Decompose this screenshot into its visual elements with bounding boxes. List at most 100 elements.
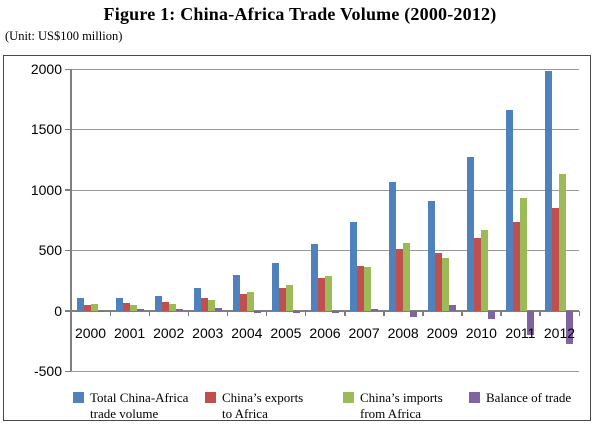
legend-swatch-imports xyxy=(343,392,354,403)
y-axis-label: 0 xyxy=(54,302,62,319)
bar-total-2000 xyxy=(76,297,84,311)
gridline-1000 xyxy=(71,189,579,191)
x-axis-label-2002: 2002 xyxy=(153,324,185,341)
bar-exports-2010 xyxy=(474,238,482,311)
legend-entry-exports: China’s exports to Africa xyxy=(205,390,303,422)
x-axis-tick xyxy=(304,310,307,316)
bar-imports-2002 xyxy=(168,304,176,311)
bar-imports-2005 xyxy=(285,285,293,311)
x-axis-tick xyxy=(265,310,268,316)
x-axis-label-2007: 2007 xyxy=(348,324,380,341)
bar-exports-2000 xyxy=(83,304,91,311)
bar-balance-2001 xyxy=(136,309,144,311)
bar-imports-2007 xyxy=(364,266,372,311)
bar-exports-2002 xyxy=(161,302,169,311)
x-axis-label-2000: 2000 xyxy=(74,324,107,341)
x-axis-tick xyxy=(578,310,580,316)
figure-title: Figure 1: China-Africa Trade Volume (200… xyxy=(103,4,497,24)
bar-imports-2008 xyxy=(403,242,411,311)
bar-imports-2009 xyxy=(442,258,450,311)
legend-entry-total: Total China-Africa trade volume xyxy=(73,390,188,422)
x-axis-tick xyxy=(187,310,190,316)
legend-entry-imports: China’s imports from Africa xyxy=(343,390,443,422)
bar-total-2005 xyxy=(271,262,279,311)
bar-exports-2004 xyxy=(239,293,247,311)
x-axis-tick xyxy=(109,310,112,316)
unit-note: (Unit: US$100 million) xyxy=(5,29,123,43)
bar-total-2011 xyxy=(506,109,514,311)
bar-imports-2011 xyxy=(520,198,528,311)
bar-total-2007 xyxy=(350,221,358,311)
bar-exports-2001 xyxy=(122,303,130,311)
bar-balance-2004 xyxy=(253,310,261,313)
x-axis-label-2003: 2003 xyxy=(192,324,224,341)
y-axis-tick xyxy=(65,370,71,372)
x-axis-label-2011: 2011 xyxy=(505,324,536,341)
y-axis-label: -500 xyxy=(33,363,62,379)
bar-imports-2010 xyxy=(481,229,489,311)
chart-area: 2000 1500 1000 500 0 -500 2000 2001 2002 2003 2004… xyxy=(3,55,591,421)
y-axis-tick xyxy=(65,68,71,70)
x-axis-tick xyxy=(461,310,463,316)
bar-balance-2002 xyxy=(175,308,183,311)
bar-imports-2006 xyxy=(325,275,332,311)
y-axis-label: 1500 xyxy=(30,121,62,138)
x-axis-label-2010: 2010 xyxy=(465,324,497,341)
bar-total-2010 xyxy=(467,157,475,311)
bar-balance-2006 xyxy=(332,310,339,314)
bar-balance-2007 xyxy=(371,309,379,311)
x-axis-label-2004: 2004 xyxy=(231,324,263,341)
x-axis-label-2001: 2001 xyxy=(114,324,146,341)
legend-swatch-balance xyxy=(469,392,480,403)
y-axis-label: 1000 xyxy=(30,181,62,198)
bar-imports-2003 xyxy=(207,300,215,311)
bar-exports-2005 xyxy=(278,288,286,311)
y-axis-tick xyxy=(65,310,71,312)
bar-balance-2008 xyxy=(410,310,418,317)
x-axis-tick xyxy=(148,310,151,316)
bar-total-2008 xyxy=(389,181,397,311)
bar-imports-2012 xyxy=(559,173,567,311)
legend-swatch-total xyxy=(73,392,84,403)
x-axis-line xyxy=(71,309,579,312)
bar-exports-2011 xyxy=(513,222,521,311)
bar-imports-2001 xyxy=(129,304,137,311)
x-axis-label-2009: 2009 xyxy=(426,324,458,341)
gridline--500 xyxy=(71,371,579,372)
gridline-1500 xyxy=(71,129,579,131)
bar-balance-2010 xyxy=(488,310,496,320)
bar-exports-2006 xyxy=(318,278,325,311)
bar-imports-2000 xyxy=(90,303,98,311)
bar-total-2006 xyxy=(311,243,318,311)
legend-label-exports: China’s exports to Africa xyxy=(222,390,304,421)
bar-total-2001 xyxy=(115,297,123,311)
y-axis-label: 2000 xyxy=(30,61,62,77)
x-axis-tick xyxy=(539,310,541,316)
gridline-2000 xyxy=(71,69,579,70)
bar-exports-2003 xyxy=(200,298,208,311)
bar-imports-2004 xyxy=(246,291,254,311)
legend-label-imports: China’s imports from Africa xyxy=(360,390,443,421)
bar-exports-2008 xyxy=(396,249,404,311)
x-axis-label-2005: 2005 xyxy=(270,324,302,341)
bar-total-2004 xyxy=(232,274,240,311)
x-axis-tick xyxy=(500,310,502,316)
bar-exports-2007 xyxy=(357,265,365,311)
y-axis-tick xyxy=(65,249,71,252)
bar-balance-2012 xyxy=(566,310,574,345)
bar-total-2009 xyxy=(428,200,436,311)
x-axis-tick xyxy=(383,310,385,316)
x-axis-label-2012: 2012 xyxy=(543,324,576,341)
x-axis-tick xyxy=(226,310,229,316)
y-axis-line xyxy=(70,69,72,371)
bar-balance-2009 xyxy=(449,305,457,311)
bar-balance-2005 xyxy=(292,310,300,314)
bar-total-2002 xyxy=(154,295,162,311)
y-axis-label: 500 xyxy=(38,242,62,259)
bar-total-2012 xyxy=(545,70,553,311)
legend-label-total: Total China-Africa trade volume xyxy=(90,390,189,421)
bar-balance-2000 xyxy=(97,310,105,312)
y-axis-tick xyxy=(65,128,71,131)
bar-total-2003 xyxy=(193,288,201,311)
